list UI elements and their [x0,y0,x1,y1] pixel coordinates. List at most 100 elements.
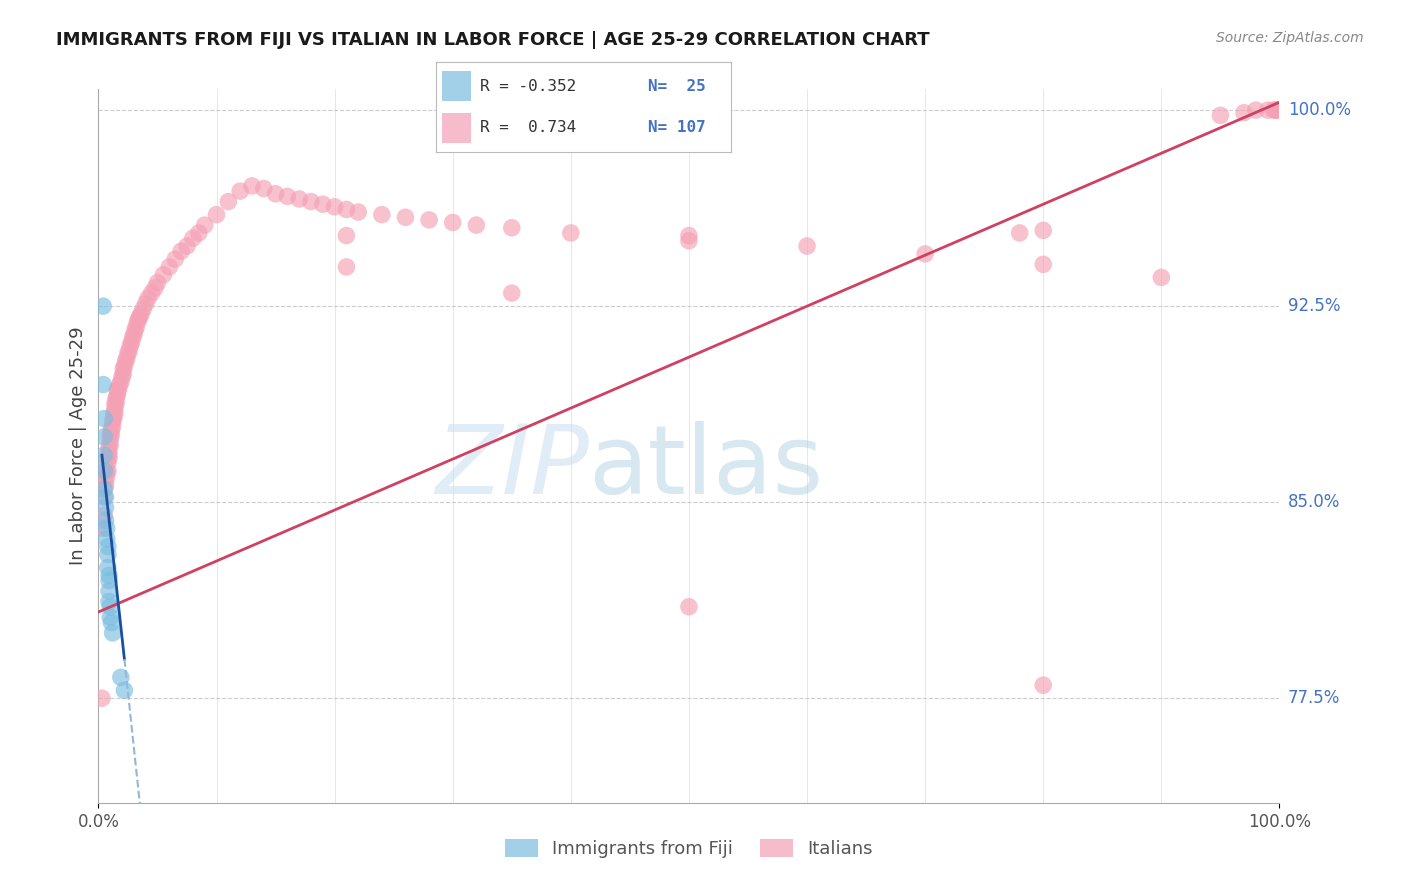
Point [97,560,120,574]
Point [94,490,117,504]
Point [253,181,276,195]
Point [98,568,121,582]
Point [115,351,138,366]
Point [97,464,120,478]
Point [1265,103,1288,117]
Point [118,343,141,358]
Point [127,315,149,329]
Point [132,301,155,316]
Point [93,490,115,504]
Point [128,310,150,324]
Point [112,362,135,376]
Point [125,320,148,334]
Text: N=  25: N= 25 [648,79,706,94]
Text: 85.0%: 85.0% [1288,493,1340,511]
Point [104,406,127,420]
Point [288,192,311,206]
Point [143,281,166,295]
Point [91,377,114,392]
Point [98,599,121,614]
Point [1257,103,1279,117]
Point [101,414,124,428]
Point [94,479,117,493]
Point [335,228,357,243]
Point [93,411,115,425]
Point [152,268,174,282]
Point [91,691,114,706]
Point [98,433,121,447]
Point [335,202,357,217]
Point [104,401,127,416]
Point [122,327,145,342]
Point [141,286,163,301]
Point [441,215,464,229]
Point [112,359,135,374]
Point [98,445,121,459]
Point [371,208,394,222]
Point [157,260,180,274]
Point [1150,270,1173,285]
Point [112,683,135,698]
Point [98,438,121,452]
Point [97,548,120,562]
Point [110,670,132,684]
Point [94,500,117,515]
Point [104,396,127,410]
Point [105,396,128,410]
Point [112,367,135,381]
Point [181,231,204,245]
Text: R =  0.734: R = 0.734 [481,120,576,135]
Point [1008,226,1031,240]
Point [114,354,136,368]
Point [94,514,117,528]
Point [678,228,700,243]
Point [323,200,346,214]
Point [103,406,125,420]
Point [560,226,582,240]
Legend: Immigrants from Fiji, Italians: Immigrants from Fiji, Italians [498,831,880,865]
Point [93,430,115,444]
Point [146,276,169,290]
Point [1032,257,1054,271]
Point [105,388,128,402]
Text: 92.5%: 92.5% [1288,297,1340,315]
Point [176,239,198,253]
Point [264,186,287,201]
Text: IMMIGRANTS FROM FIJI VS ITALIAN IN LABOR FORCE | AGE 25-29 CORRELATION CHART: IMMIGRANTS FROM FIJI VS ITALIAN IN LABOR… [56,31,929,49]
Point [394,211,416,225]
Y-axis label: In Labor Force | Age 25-29: In Labor Force | Age 25-29 [69,326,87,566]
Point [93,508,115,523]
Point [121,330,143,344]
Text: Source: ZipAtlas.com: Source: ZipAtlas.com [1216,31,1364,45]
Point [97,456,120,470]
Point [111,369,134,384]
Point [107,383,129,397]
Point [93,448,115,462]
Point [94,475,117,489]
Point [93,464,115,478]
Point [101,419,124,434]
FancyBboxPatch shape [441,113,471,143]
Text: R = -0.352: R = -0.352 [481,79,576,94]
Point [91,521,114,535]
Point [98,440,121,454]
Point [121,335,143,350]
Point [914,247,936,261]
Point [678,599,700,614]
Point [101,626,124,640]
Point [98,427,121,442]
Point [1244,103,1267,117]
Text: 77.5%: 77.5% [1288,690,1340,707]
Point [96,464,118,478]
Point [1032,678,1054,692]
Point [165,252,187,266]
Point [96,521,118,535]
Text: atlas: atlas [589,421,824,514]
Point [98,450,121,465]
Point [229,184,252,198]
Point [105,391,128,405]
Point [135,296,157,310]
Point [796,239,818,253]
Point [100,422,122,436]
Point [98,610,121,624]
